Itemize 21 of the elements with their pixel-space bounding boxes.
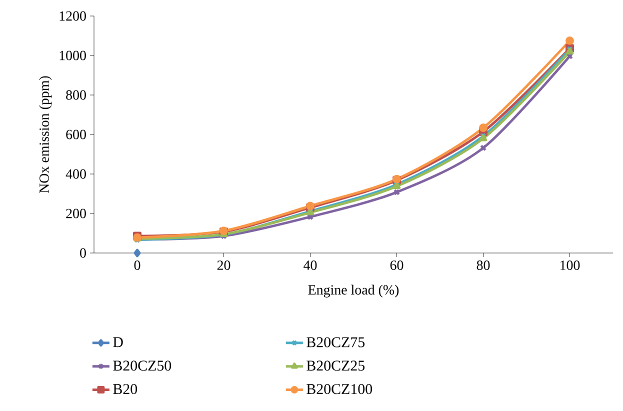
x-tick-label: 40: [304, 260, 317, 270]
x-tick-label: 20: [217, 260, 230, 270]
y-tick-label: 1200: [60, 11, 86, 21]
x-tick-label: 80: [476, 260, 490, 270]
y-tick-label: 400: [66, 169, 86, 179]
legend-label: B20: [113, 384, 138, 394]
y-tick-label: 600: [66, 130, 86, 140]
x-tick-label: 100: [560, 260, 580, 270]
y-tick-label: 800: [66, 90, 86, 100]
legend-label: B20CZ50: [113, 360, 172, 371]
legend-label: B20CZ100: [306, 384, 372, 394]
x-tick-label: 60: [390, 260, 404, 270]
x-tick-label: 0: [134, 260, 140, 270]
legend-label: B20CZ75: [306, 337, 365, 348]
y-tick-label: 1000: [60, 50, 86, 60]
y-tick-label: 200: [66, 208, 86, 218]
x-axis-title: Engine load (%): [308, 284, 399, 298]
y-tick-label: 0: [80, 248, 86, 258]
legend-label: D: [113, 337, 123, 348]
y-axis-title: NOx emission (ppm): [39, 76, 52, 193]
legend-label: B20CZ25: [306, 360, 365, 371]
